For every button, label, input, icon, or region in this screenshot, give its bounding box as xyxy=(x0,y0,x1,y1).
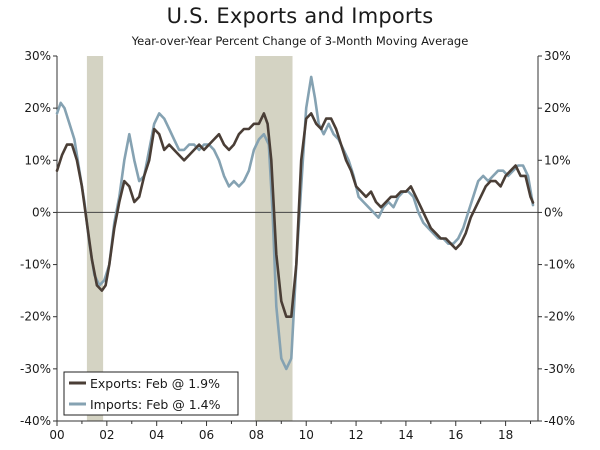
recession-bands xyxy=(86,56,293,421)
series-lines xyxy=(55,75,535,371)
x-tick-label: 14 xyxy=(398,428,413,442)
chart-title: U.S. Exports and Imports xyxy=(166,4,434,28)
legend: Exports: Feb @ 1.9% Imports: Feb @ 1.4% xyxy=(63,371,239,416)
series-line-imports xyxy=(55,75,535,371)
x-tick-label: 12 xyxy=(348,428,363,442)
series-line-exports xyxy=(55,112,535,319)
y-tick-label-left: -20% xyxy=(20,310,51,324)
legend-label-exports: Exports: Feb @ 1.9% xyxy=(90,376,220,391)
recession-band-0 xyxy=(86,56,104,421)
y-tick-label-right: -20% xyxy=(544,310,575,324)
y-tick-label-right: 20% xyxy=(544,101,571,115)
y-tick-label-right: -40% xyxy=(544,414,575,428)
x-tick-label: 00 xyxy=(49,428,64,442)
legend-label-imports: Imports: Feb @ 1.4% xyxy=(90,397,221,412)
legend-box xyxy=(63,371,239,416)
x-tick-label: 04 xyxy=(149,428,164,442)
y-tick-label-right: 10% xyxy=(544,153,571,167)
x-tick-label: 06 xyxy=(199,428,214,442)
chart-subtitle: Year-over-Year Percent Change of 3-Month… xyxy=(131,34,469,48)
y-tick-label-left: 0% xyxy=(32,205,51,219)
y-tick-label-right: -10% xyxy=(544,258,575,272)
y-tick-label-left: -40% xyxy=(20,414,51,428)
y-tick-label-left: 30% xyxy=(24,49,51,63)
y-tick-label-right: 30% xyxy=(544,49,571,63)
x-tick-label: 16 xyxy=(448,428,463,442)
y-tick-label-left: -30% xyxy=(20,362,51,376)
x-tick-label: 08 xyxy=(249,428,264,442)
axis-ticks: 30% 30% 20% 20% 10% 10% 0% 0% -10% -10% -20% -20% -3… xyxy=(20,49,575,442)
y-tick-label-right: 0% xyxy=(544,205,563,219)
plot-frame xyxy=(56,56,539,422)
x-tick-label: 02 xyxy=(99,428,114,442)
x-tick-label: 18 xyxy=(498,428,513,442)
y-tick-label-left: 10% xyxy=(24,153,51,167)
y-tick-label-right: -30% xyxy=(544,362,575,376)
x-tick-label: 10 xyxy=(299,428,314,442)
y-tick-label-left: 20% xyxy=(24,101,51,115)
y-tick-label-left: -10% xyxy=(20,258,51,272)
